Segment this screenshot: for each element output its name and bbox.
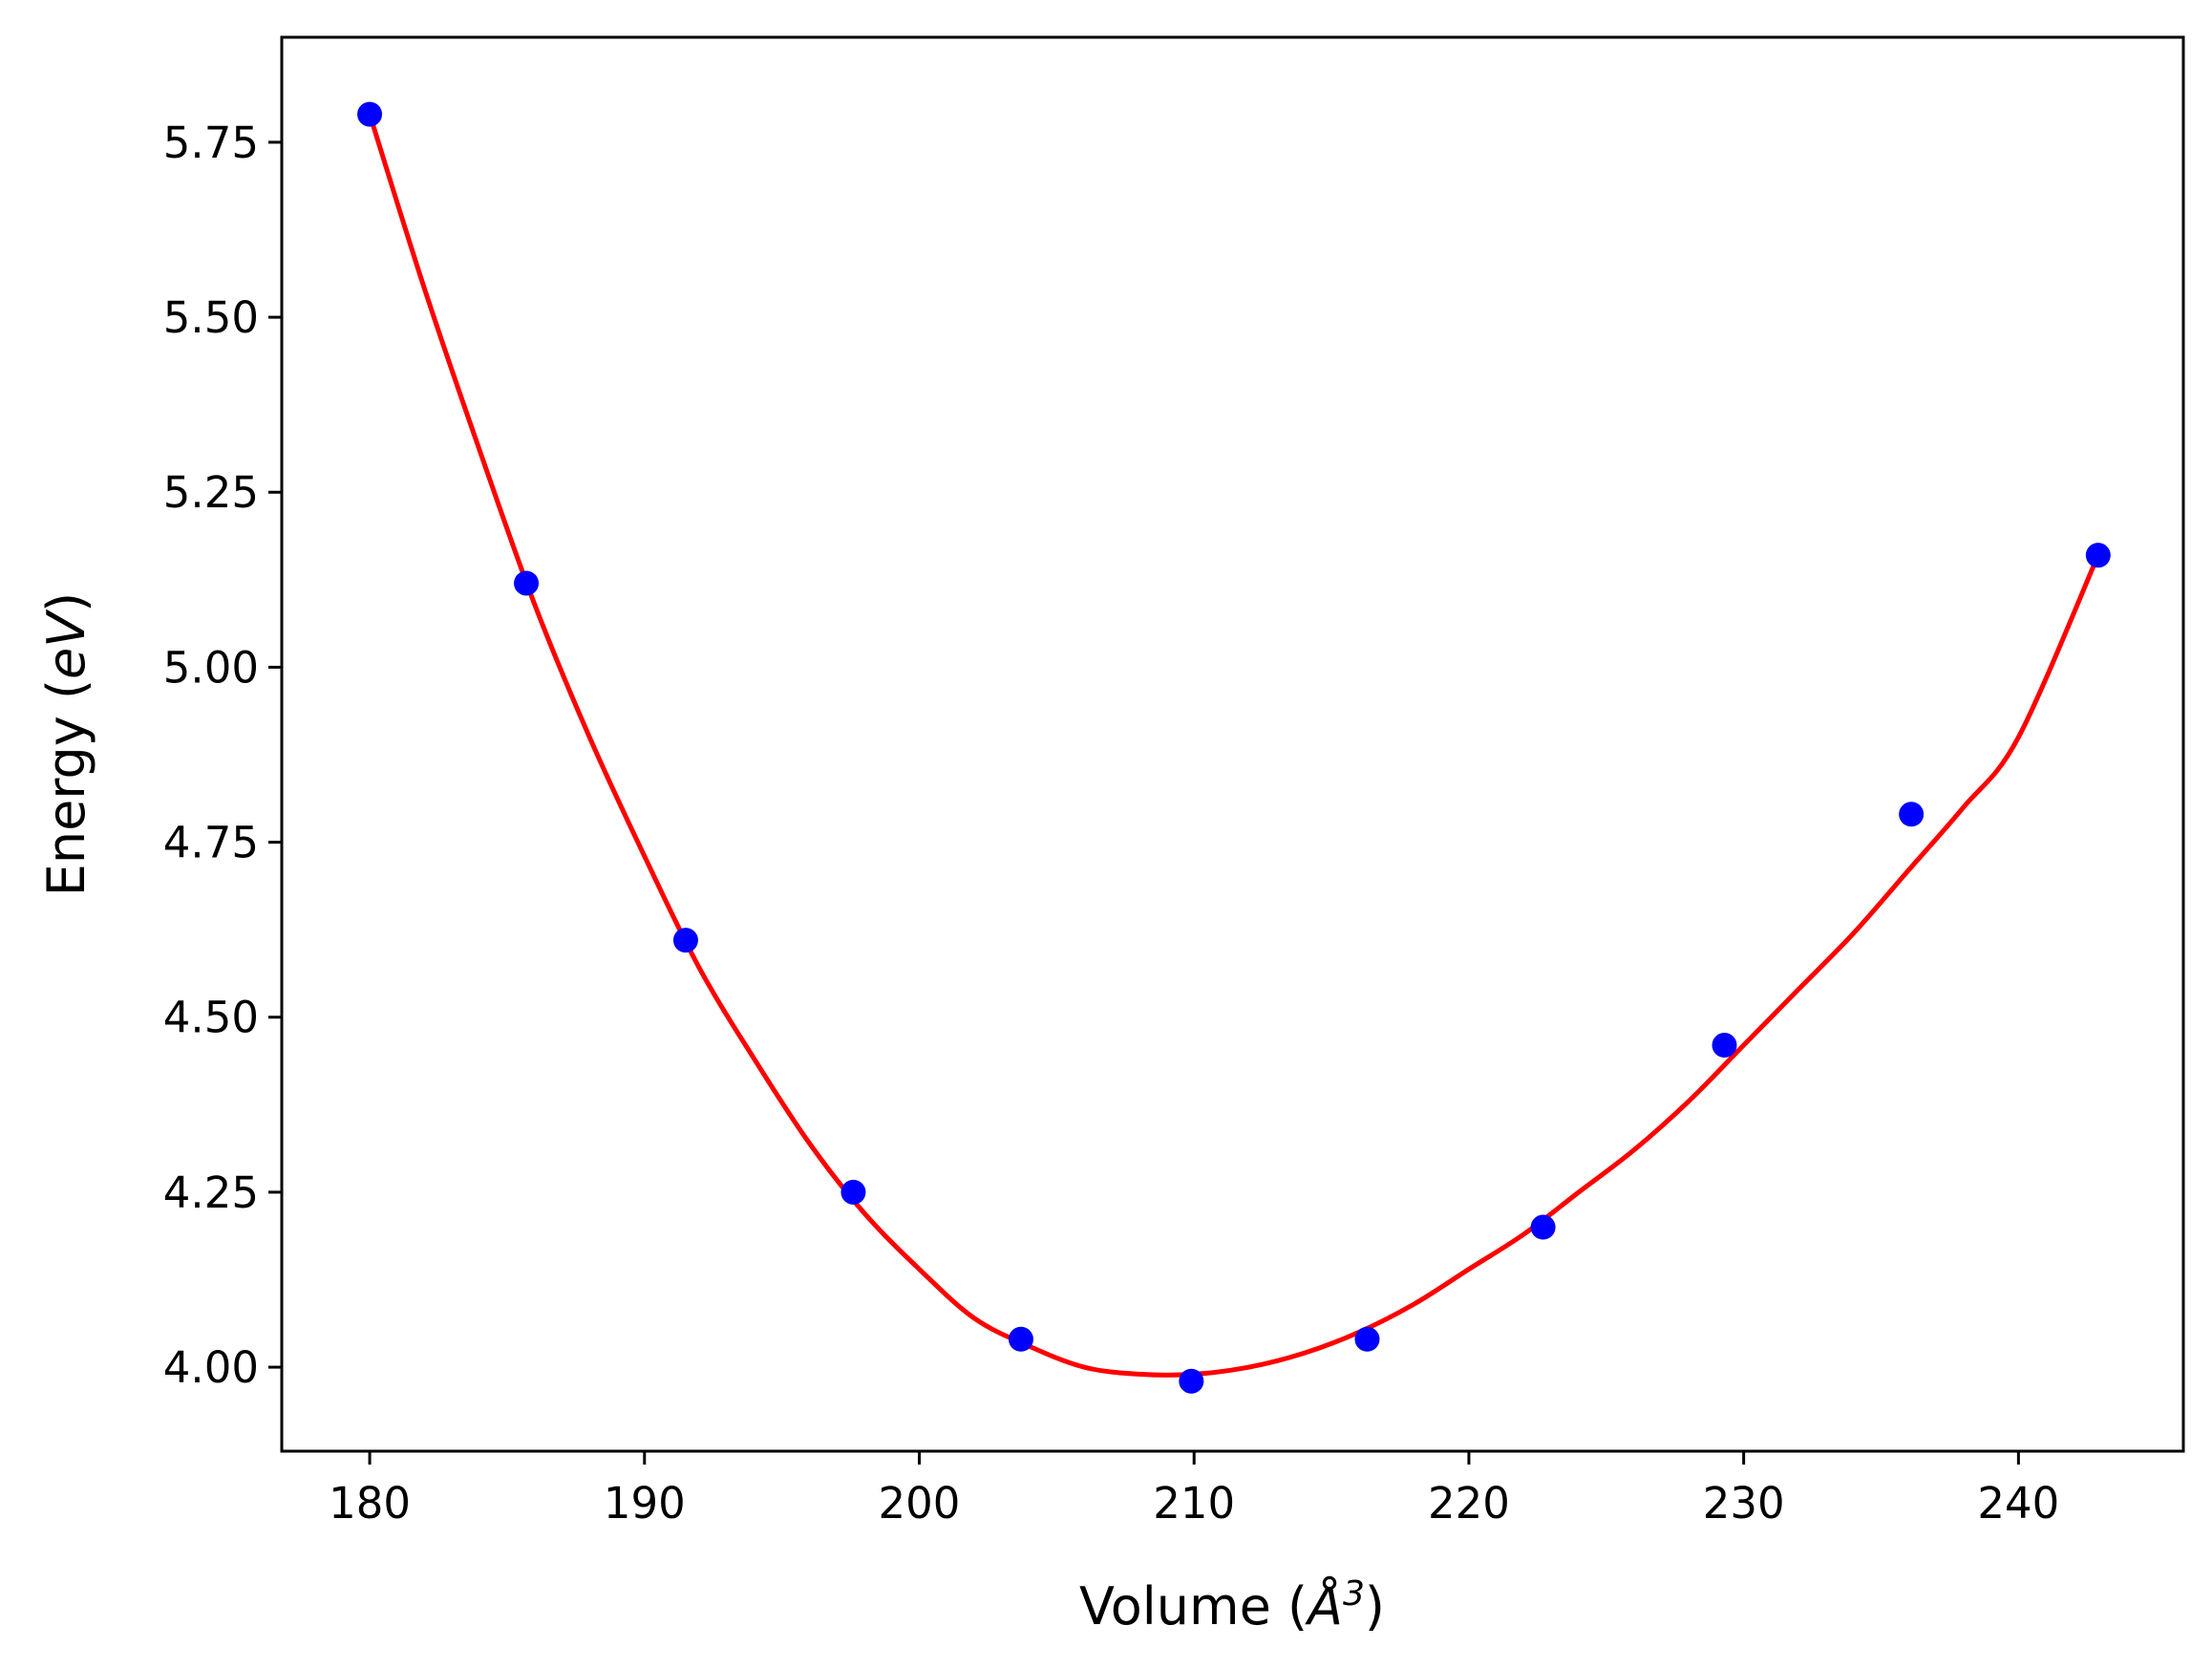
fit-curve-layer: [367, 112, 2101, 1378]
x-tick-label: 230: [1703, 1478, 1785, 1529]
y-tick-label: 5.75: [163, 118, 259, 168]
x-tick-label: 210: [1153, 1478, 1235, 1529]
data-point: [2085, 543, 2111, 568]
data-point: [1008, 1326, 1033, 1352]
data-point: [1530, 1214, 1556, 1240]
y-axis-ticks: 4.00 4.25 4.50 4.75 5.00 5.25 5.50 5.75: [163, 118, 282, 1393]
data-point: [1179, 1368, 1204, 1394]
x-axis-label: Volume (Å3): [1079, 1574, 1385, 1637]
data-point: [840, 1179, 866, 1205]
data-point: [514, 570, 540, 596]
y-tick-label: 4.50: [163, 993, 259, 1043]
y-tick-label: 4.75: [163, 818, 259, 868]
x-tick-label: 240: [1977, 1478, 2059, 1529]
y-tick-label: 5.25: [163, 467, 259, 518]
x-axis-ticks: 180 190 200 210 220 230 240: [329, 1451, 2059, 1529]
data-points-layer: [357, 101, 2111, 1394]
fit-curve-line: [367, 112, 2101, 1378]
y-tick-label: 5.00: [163, 642, 259, 693]
data-point: [1899, 802, 1925, 827]
data-point: [357, 101, 383, 127]
x-tick-label: 180: [329, 1478, 411, 1529]
y-tick-label: 5.50: [163, 292, 259, 343]
data-point: [672, 928, 698, 953]
plot-frame: [280, 35, 2185, 1453]
x-tick-label: 190: [604, 1478, 686, 1529]
y-tick-label: 4.25: [163, 1167, 259, 1218]
data-point: [1354, 1326, 1380, 1352]
data-point: [1712, 1033, 1737, 1059]
y-axis-label: Energy (eV): [36, 592, 96, 897]
x-tick-label: 220: [1428, 1478, 1510, 1529]
x-tick-label: 200: [879, 1478, 961, 1529]
y-tick-label: 4.00: [163, 1342, 259, 1393]
